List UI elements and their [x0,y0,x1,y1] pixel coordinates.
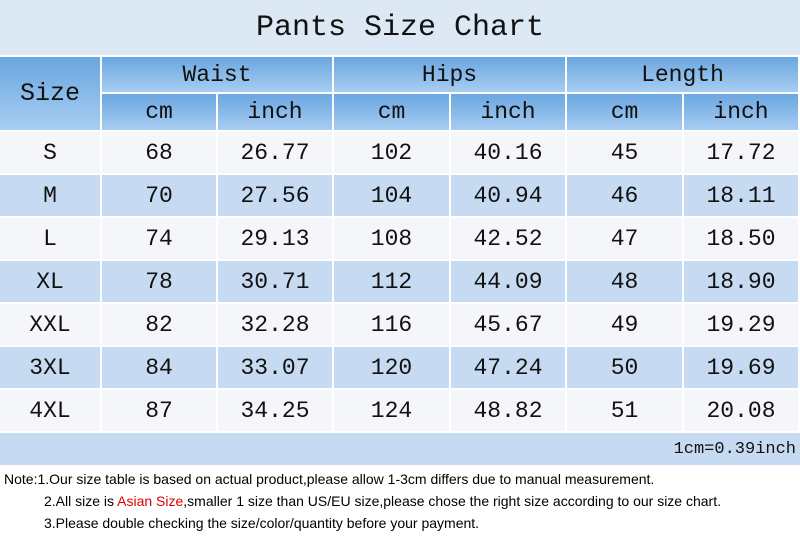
group-header: Hips [334,57,565,92]
value-cell: 104 [334,175,449,216]
note-text: ,smaller 1 size than US/EU size,please c… [183,493,721,509]
value-cell: 116 [334,304,449,345]
value-cell: 45 [567,132,682,173]
unit-header: inch [684,94,798,130]
value-cell: 68 [102,132,216,173]
value-cell: 48.82 [451,390,565,431]
value-cell: 40.94 [451,175,565,216]
value-cell: 82 [102,304,216,345]
unit-header: inch [451,94,565,130]
value-cell: 50 [567,347,682,388]
unit-header: cm [567,94,682,130]
value-cell: 47 [567,218,682,259]
value-cell: 87 [102,390,216,431]
value-cell: 19.29 [684,304,798,345]
value-cell: 26.77 [218,132,332,173]
value-cell: 51 [567,390,682,431]
value-cell: 70 [102,175,216,216]
size-cell: XXL [0,304,100,345]
size-cell: XL [0,261,100,302]
note: 3.Please double checking the size/color/… [44,515,479,531]
value-cell: 27.56 [218,175,332,216]
value-cell: 18.90 [684,261,798,302]
value-cell: 42.52 [451,218,565,259]
value-cell: 49 [567,304,682,345]
size-cell: M [0,175,100,216]
value-cell: 34.25 [218,390,332,431]
size-cell: S [0,132,100,173]
value-cell: 18.50 [684,218,798,259]
value-cell: 29.13 [218,218,332,259]
note-text: 2.All size is [44,493,118,509]
note-text: Asian Size [117,493,184,509]
group-header: Waist [102,57,332,92]
value-cell: 33.07 [218,347,332,388]
unit-header: inch [218,94,332,130]
value-cell: 44.09 [451,261,565,302]
value-cell: 78 [102,261,216,302]
value-cell: 46 [567,175,682,216]
size-cell: 3XL [0,347,100,388]
title: Pants Size Chart [0,0,800,55]
value-cell: 32.28 [218,304,332,345]
note-text: Note:1.Our size table is based on actual… [4,471,655,487]
value-cell: 20.08 [684,390,798,431]
unit-header: cm [102,94,216,130]
value-cell: 19.69 [684,347,798,388]
value-cell: 48 [567,261,682,302]
note: Note:1.Our size table is based on actual… [4,471,654,487]
value-cell: 124 [334,390,449,431]
note: 2.All size is Asian Size,smaller 1 size … [44,493,721,509]
size-cell: 4XL [0,390,100,431]
size-cell: L [0,218,100,259]
value-cell: 120 [334,347,449,388]
value-cell: 17.72 [684,132,798,173]
value-cell: 74 [102,218,216,259]
value-cell: 102 [334,132,449,173]
value-cell: 45.67 [451,304,565,345]
unit-header: cm [334,94,449,130]
value-cell: 40.16 [451,132,565,173]
value-cell: 108 [334,218,449,259]
conversion-row: 1cm=0.39inch [0,433,800,465]
value-cell: 47.24 [451,347,565,388]
value-cell: 18.11 [684,175,798,216]
value-cell: 112 [334,261,449,302]
group-header: Length [567,57,798,92]
size-header: Size [0,57,100,130]
value-cell: 84 [102,347,216,388]
note-text: 3.Please double checking the size/color/… [44,515,480,531]
value-cell: 30.71 [218,261,332,302]
